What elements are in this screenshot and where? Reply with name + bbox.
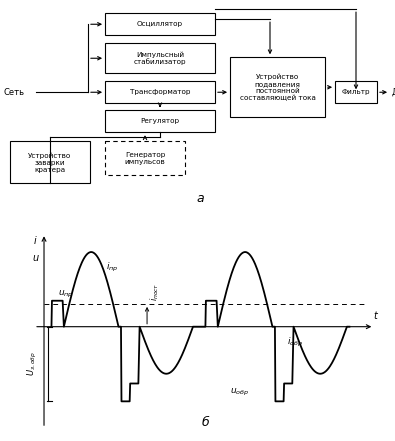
Bar	[10, 141, 90, 183]
Bar	[105, 81, 215, 103]
Bar	[230, 57, 325, 117]
Text: $i_{пост}$: $i_{пост}$	[148, 282, 161, 301]
Text: Сеть: Сеть	[3, 88, 24, 97]
Text: Регулятор: Регулятор	[141, 118, 180, 124]
Text: б: б	[201, 416, 209, 429]
Text: $i_{пр}$: $i_{пр}$	[106, 261, 118, 274]
Text: Импульсный
стабилизатор: Импульсный стабилизатор	[134, 51, 186, 66]
Text: Дуга: Дуга	[392, 88, 395, 97]
Text: Трансформатор: Трансформатор	[130, 89, 190, 95]
Text: а: а	[196, 192, 204, 205]
Text: i: i	[34, 236, 37, 247]
Text: $u_{обр}$: $u_{обр}$	[230, 387, 249, 398]
Text: u: u	[32, 253, 38, 263]
Text: Генератор
импульсов: Генератор импульсов	[125, 152, 166, 165]
Text: Фильтр: Фильтр	[342, 89, 371, 95]
Text: $u_{пр}$: $u_{пр}$	[58, 289, 73, 300]
Bar	[335, 81, 377, 103]
Text: $i_{обр}$: $i_{обр}$	[287, 336, 303, 349]
Text: $U_{з.обр}$: $U_{з.обр}$	[26, 351, 40, 377]
Text: Устройство
подавления
постоянной
составляющей тока: Устройство подавления постоянной составл…	[239, 73, 316, 101]
Text: Осциллятор: Осциллятор	[137, 21, 183, 27]
Bar	[105, 43, 215, 73]
Bar	[105, 13, 215, 35]
Bar	[105, 110, 215, 132]
Text: Устройство
заварки
кратера: Устройство заварки кратера	[28, 152, 71, 172]
Text: t: t	[374, 311, 377, 321]
Bar	[105, 141, 185, 175]
